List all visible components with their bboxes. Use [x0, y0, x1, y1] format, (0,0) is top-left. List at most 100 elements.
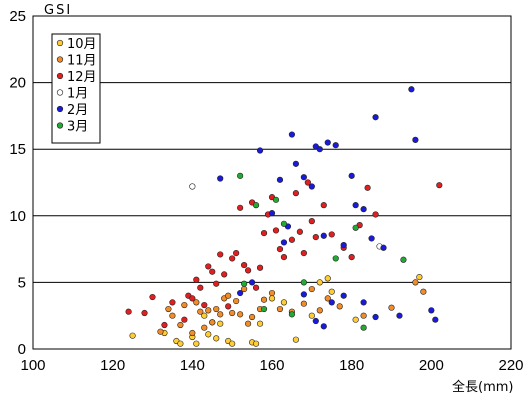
legend-marker	[56, 89, 64, 96]
data-point-series-0	[217, 320, 224, 327]
data-point-series-0	[201, 312, 208, 319]
data-point-series-2	[256, 264, 264, 271]
data-point-series-4	[372, 114, 379, 121]
y-tick-label: 20	[9, 75, 26, 92]
data-point-series-2	[276, 246, 284, 253]
data-point-series-5	[288, 311, 296, 318]
data-point-series-2	[213, 280, 220, 287]
data-point-series-4	[280, 239, 288, 246]
y-tick-label: 5	[18, 274, 26, 291]
data-point-series-5	[360, 324, 367, 331]
y-tick-label: 10	[9, 208, 26, 225]
y-axis-label: GSI	[44, 3, 72, 18]
data-point-series-5	[237, 172, 244, 179]
data-point-series-3	[189, 183, 196, 190]
data-point-series-2	[237, 204, 244, 211]
data-point-series-4	[348, 172, 355, 179]
data-point-series-4	[300, 291, 307, 298]
legend-label: 11月	[67, 54, 97, 69]
data-point-series-0	[177, 340, 184, 347]
legend-label: 3月	[67, 120, 88, 135]
data-point-series-5	[272, 196, 280, 203]
x-axis-label: 全長(mm)	[452, 379, 513, 395]
x-tick-label: 160	[259, 357, 284, 374]
data-point-series-2	[209, 268, 216, 275]
data-point-series-4	[288, 131, 296, 138]
y-tick-labels: 0 5 10 15 20 25	[9, 8, 26, 358]
data-point-series-2	[181, 316, 188, 323]
data-point-series-4	[332, 142, 339, 149]
data-point-series-0	[328, 288, 335, 295]
data-point-series-2	[169, 299, 176, 306]
x-tick-label: 100	[20, 357, 45, 374]
data-point-series-5	[252, 202, 260, 209]
x-tick-label: 120	[100, 357, 125, 374]
data-point-series-4	[308, 183, 315, 190]
data-point-series-1	[300, 300, 307, 307]
legend-label: 1月	[67, 87, 88, 102]
data-point-series-4	[292, 160, 300, 167]
data-point-series-0	[316, 279, 323, 286]
data-point-series-1	[165, 305, 172, 313]
data-point-series-0	[193, 340, 200, 347]
legend-marker	[56, 122, 64, 129]
data-point-series-1	[193, 299, 200, 306]
data-point-series-2	[141, 309, 148, 317]
data-point-series-4	[340, 292, 347, 299]
data-point-series-4	[268, 210, 276, 217]
data-point-series-0	[308, 312, 315, 319]
data-point-series-1	[233, 297, 240, 305]
data-point-series-4	[396, 312, 403, 319]
data-point-series-1	[181, 301, 188, 309]
data-point-series-1	[248, 313, 256, 321]
y-tick-label: 0	[18, 341, 26, 358]
data-point-series-2	[201, 301, 208, 309]
x-tick-label: 200	[419, 357, 444, 374]
data-point-series-2	[312, 234, 319, 241]
data-point-series-2	[221, 271, 228, 278]
legend-marker	[56, 72, 64, 80]
data-point-series-2	[260, 230, 268, 237]
data-point-series-4	[237, 289, 244, 297]
data-point-series-2	[197, 284, 204, 291]
data-point-series-0	[268, 295, 276, 302]
data-point-series-1	[324, 295, 331, 302]
data-point-series-1	[237, 311, 244, 318]
data-point-series-1	[201, 324, 208, 331]
data-point-series-0	[252, 340, 260, 347]
legend-marker	[56, 39, 64, 47]
data-point-series-5	[300, 279, 307, 286]
data-point-series-1	[276, 305, 284, 313]
data-point-series-4	[360, 299, 367, 306]
data-point-series-0	[229, 340, 236, 347]
data-point-series-2	[328, 231, 335, 238]
data-point-series-2	[217, 251, 224, 258]
data-point-series-5	[280, 220, 288, 227]
data-point-series-4	[340, 242, 347, 249]
data-point-series-2	[300, 249, 307, 257]
plot-area-border	[32, 15, 512, 350]
data-point-series-5	[241, 280, 248, 287]
legend-label: 2月	[67, 103, 88, 118]
data-point-series-1	[209, 319, 216, 326]
data-point-series-2	[348, 253, 355, 261]
data-point-series-2	[225, 303, 232, 310]
data-point-series-2	[372, 211, 379, 218]
data-point-series-4	[276, 176, 284, 183]
data-point-series-2	[229, 255, 236, 262]
data-point-series-4	[320, 323, 327, 330]
data-point-series-4	[360, 206, 367, 213]
data-point-series-1	[412, 279, 419, 286]
data-point-series-5	[352, 224, 359, 231]
data-point-series-4	[428, 307, 435, 314]
data-point-series-1	[388, 304, 395, 311]
data-point-series-1	[157, 328, 164, 335]
data-point-series-2	[233, 249, 240, 257]
legend-label: 12月	[67, 70, 97, 85]
x-tick-label: 140	[180, 357, 205, 374]
data-point-series-2	[241, 261, 248, 269]
data-point-series-0	[324, 275, 331, 282]
data-point-series-2	[288, 236, 296, 243]
